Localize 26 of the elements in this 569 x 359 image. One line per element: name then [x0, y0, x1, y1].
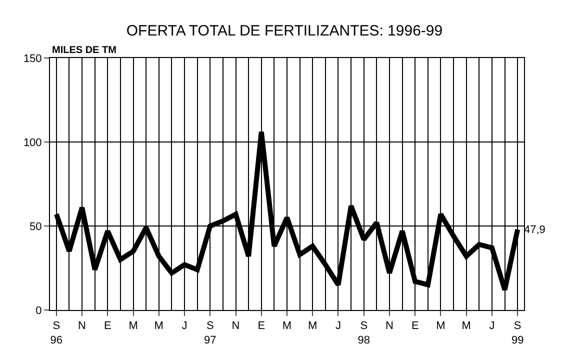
chart-title: OFERTA TOTAL DE FERTILIZANTES: 1996-99: [126, 22, 443, 40]
x-tick-label: J: [489, 320, 495, 332]
data-label: 47,9: [524, 224, 546, 236]
y-tick-label: 50: [30, 220, 42, 233]
x-tick-label: M: [308, 320, 318, 332]
x-tick-label: M: [282, 320, 292, 332]
x-tick-label: N: [386, 320, 394, 332]
x-tick-label: S 98: [358, 320, 370, 346]
x-tick-label: M: [462, 320, 471, 332]
x-tick-label: S 99: [511, 320, 524, 346]
x-tick-label: N: [78, 320, 86, 332]
x-tick-label: M: [154, 320, 164, 332]
x-tick-label: E: [104, 320, 112, 332]
x-tick-label: E: [258, 320, 266, 332]
y-tick-label: 150: [23, 52, 42, 65]
x-tick-label: N: [232, 320, 240, 332]
x-tick-label: J: [182, 320, 188, 332]
y-tick-label: 100: [23, 136, 42, 149]
y-axis-title: MILES DE TM: [52, 45, 116, 56]
x-tick-label: M: [436, 320, 446, 332]
x-tick-label: M: [128, 320, 138, 332]
x-tick-label: J: [335, 320, 341, 332]
x-tick-label: S 97: [204, 320, 216, 346]
y-tick-label: 0: [36, 304, 42, 317]
x-tick-label: E: [411, 320, 419, 332]
x-tick-label: S 96: [50, 320, 63, 346]
